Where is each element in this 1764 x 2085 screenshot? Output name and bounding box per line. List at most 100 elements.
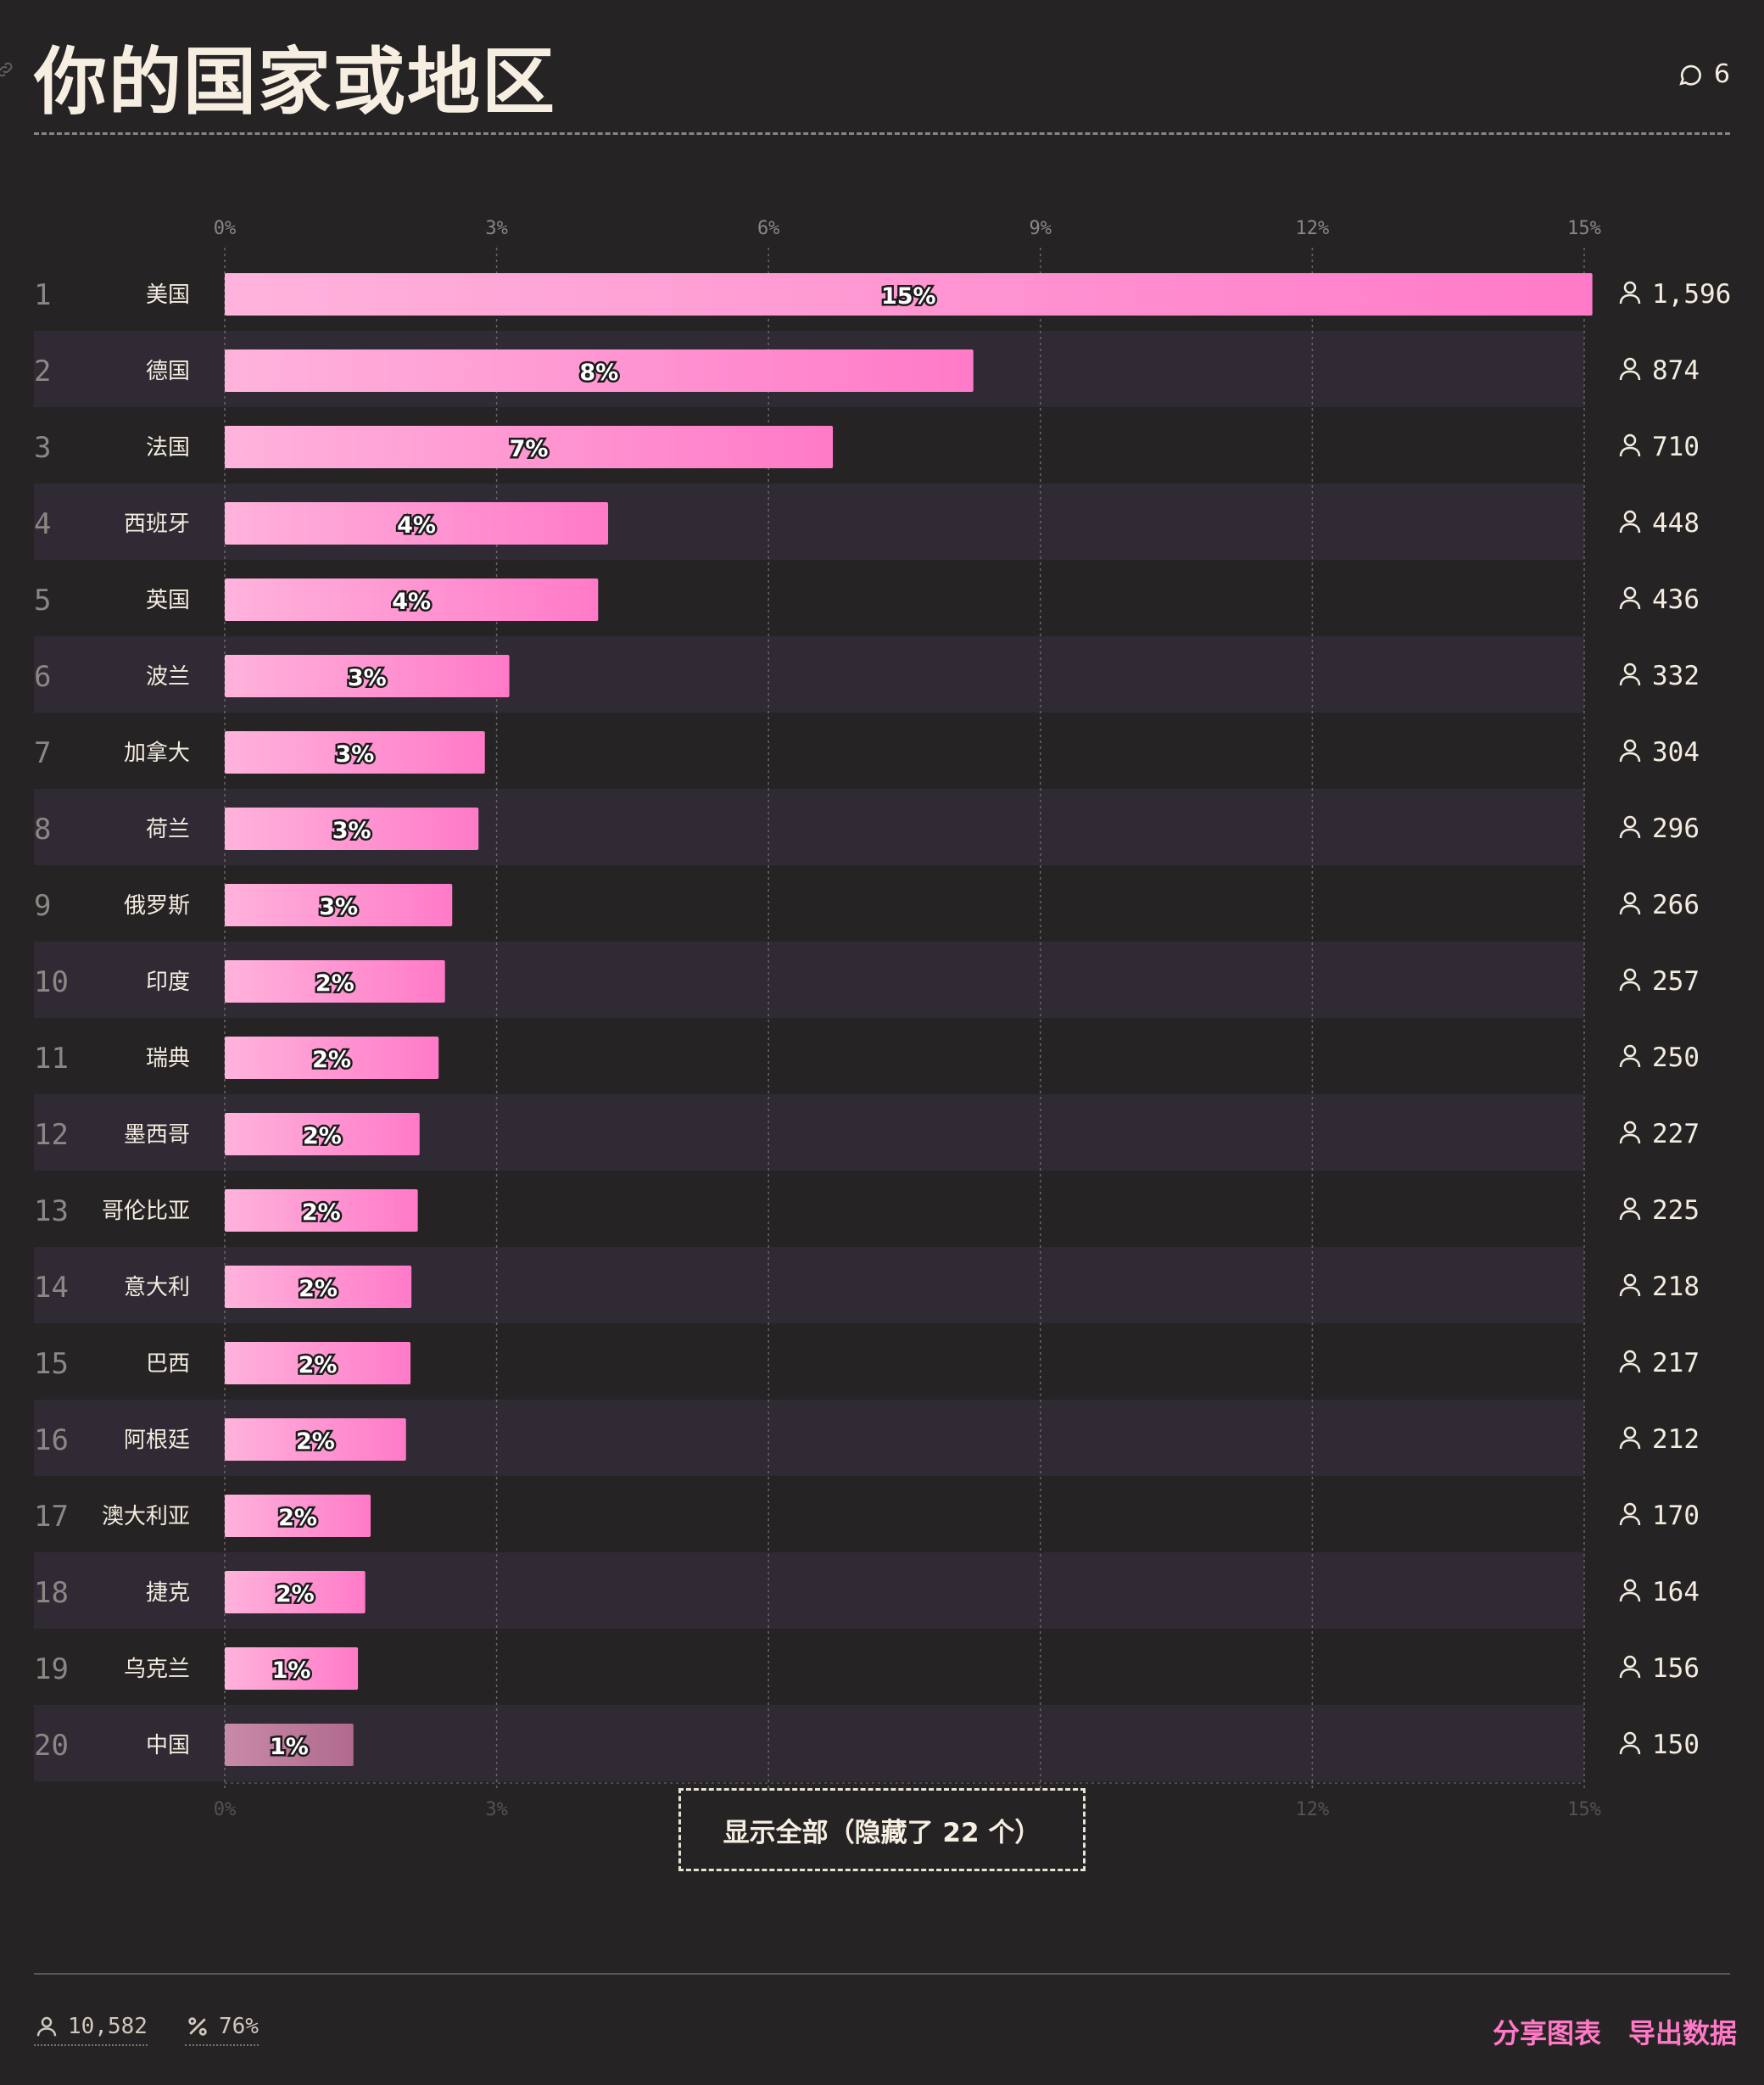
user-icon	[1619, 1121, 1641, 1144]
rank-label: 11	[34, 1042, 69, 1076]
category-label: 捷克	[146, 1580, 190, 1606]
count-label: 170	[1652, 1501, 1700, 1531]
respondents-stat[interactable]: 10,582	[34, 2014, 148, 2046]
category-label: 加拿大	[124, 741, 190, 766]
bar[interactable]	[225, 273, 1593, 316]
bar[interactable]	[225, 1037, 439, 1079]
bar[interactable]	[225, 731, 485, 774]
title-divider	[34, 132, 1730, 135]
user-icon	[36, 2016, 57, 2037]
bar[interactable]	[225, 1266, 412, 1308]
category-label: 阿根廷	[124, 1428, 190, 1453]
bar[interactable]	[225, 502, 609, 545]
x-tick-label-top: 6%	[757, 218, 780, 239]
bar-value-label: 2%	[296, 1428, 335, 1455]
rank-label: 7	[34, 736, 51, 770]
x-tick-label-bottom: 12%	[1296, 1799, 1330, 1820]
bar[interactable]	[225, 1342, 411, 1384]
x-tick-label-top: 15%	[1567, 218, 1601, 239]
count-label: 448	[1652, 508, 1700, 539]
bar[interactable]	[225, 655, 510, 697]
bar-value-label: 3%	[348, 665, 387, 691]
share-chart-link[interactable]: 分享图表	[1493, 2017, 1602, 2049]
bar-value-label: 2%	[276, 1581, 315, 1607]
user-icon	[1619, 357, 1641, 381]
rank-label: 4	[34, 507, 51, 541]
bar-value-label: 3%	[332, 818, 371, 844]
bar[interactable]	[225, 960, 445, 1003]
page-title: 你的国家或地区	[34, 40, 556, 125]
category-label: 澳大利亚	[102, 1504, 190, 1529]
rank-label: 10	[34, 965, 69, 999]
count-label: 227	[1652, 1119, 1700, 1149]
comment-icon	[1679, 64, 1701, 86]
comments-button[interactable]: 6	[1677, 59, 1730, 89]
count-label: 332	[1652, 661, 1700, 691]
rank-label: 19	[34, 1652, 69, 1686]
bar[interactable]	[225, 1189, 418, 1232]
footer-divider	[34, 1973, 1730, 1975]
bar[interactable]	[225, 579, 599, 621]
user-icon	[1619, 586, 1641, 610]
category-label: 荷兰	[146, 817, 190, 842]
user-icon	[1619, 1655, 1641, 1679]
count-label: 164	[1652, 1577, 1700, 1607]
export-data-link[interactable]: 导出数据	[1628, 2017, 1738, 2049]
bar[interactable]	[225, 884, 453, 926]
bar-value-label: 2%	[312, 1047, 351, 1073]
user-icon	[1619, 1502, 1641, 1526]
x-tick-label-bottom: 15%	[1567, 1799, 1601, 1820]
bar-value-label: 4%	[397, 512, 436, 539]
bar-value-label: 8%	[579, 360, 618, 386]
bar-value-label: 2%	[302, 1199, 341, 1226]
count-label: 250	[1652, 1042, 1700, 1073]
count-label: 217	[1652, 1348, 1700, 1378]
category-label: 意大利	[124, 1275, 190, 1300]
count-label: 710	[1652, 432, 1700, 462]
bar[interactable]	[225, 1495, 371, 1537]
bar[interactable]	[225, 1113, 420, 1155]
bar-value-label: 15%	[881, 283, 936, 310]
bar[interactable]	[225, 426, 834, 468]
show-all-button[interactable]: 显示全部（隐藏了 22 个）	[678, 1788, 1086, 1871]
bar-value-label: 1%	[270, 1734, 309, 1760]
count-label: 218	[1652, 1272, 1700, 1302]
category-label: 英国	[146, 588, 190, 613]
response-rate-stat[interactable]: 76%	[185, 2014, 259, 2046]
bar-value-label: 7%	[510, 436, 549, 462]
bar[interactable]	[225, 808, 479, 850]
category-label: 乌克兰	[124, 1657, 190, 1682]
bar[interactable]	[225, 1418, 406, 1461]
count-label: 257	[1652, 966, 1700, 997]
category-label: 德国	[146, 359, 190, 384]
category-label: 哥伦比亚	[102, 1199, 190, 1224]
bar[interactable]	[225, 1724, 354, 1766]
bar-value-label: 3%	[319, 894, 358, 920]
count-label: 212	[1652, 1424, 1700, 1455]
count-label: 150	[1652, 1730, 1700, 1760]
user-icon	[1619, 1197, 1641, 1221]
category-label: 西班牙	[124, 511, 190, 537]
x-tick-label-top: 12%	[1296, 218, 1330, 239]
x-tick-label-bottom: 0%	[214, 1799, 237, 1820]
x-tick-label-bottom: 3%	[485, 1799, 508, 1820]
bar-value-label: 2%	[299, 1276, 338, 1302]
count-label: 225	[1652, 1195, 1700, 1226]
user-icon	[1619, 1731, 1641, 1755]
user-icon	[1619, 510, 1641, 534]
response-rate-value: 76%	[219, 2014, 259, 2039]
bar[interactable]	[225, 349, 974, 392]
count-label: 1,596	[1652, 279, 1731, 310]
bar[interactable]	[225, 1571, 366, 1613]
link-icon[interactable]	[0, 59, 15, 80]
category-label: 俄罗斯	[124, 893, 190, 919]
count-label: 266	[1652, 890, 1700, 920]
rank-label: 3	[34, 431, 51, 465]
bar[interactable]	[225, 1647, 359, 1690]
bar-chart: 0%0%3%3%6%6%9%9%12%12%15%15%15%1美国1,5968…	[34, 218, 1731, 1820]
user-icon	[1619, 739, 1641, 763]
rank-label: 1	[34, 278, 51, 312]
bar-value-label: 2%	[303, 1123, 342, 1149]
comment-count: 6	[1713, 59, 1730, 89]
category-label: 波兰	[146, 664, 190, 690]
